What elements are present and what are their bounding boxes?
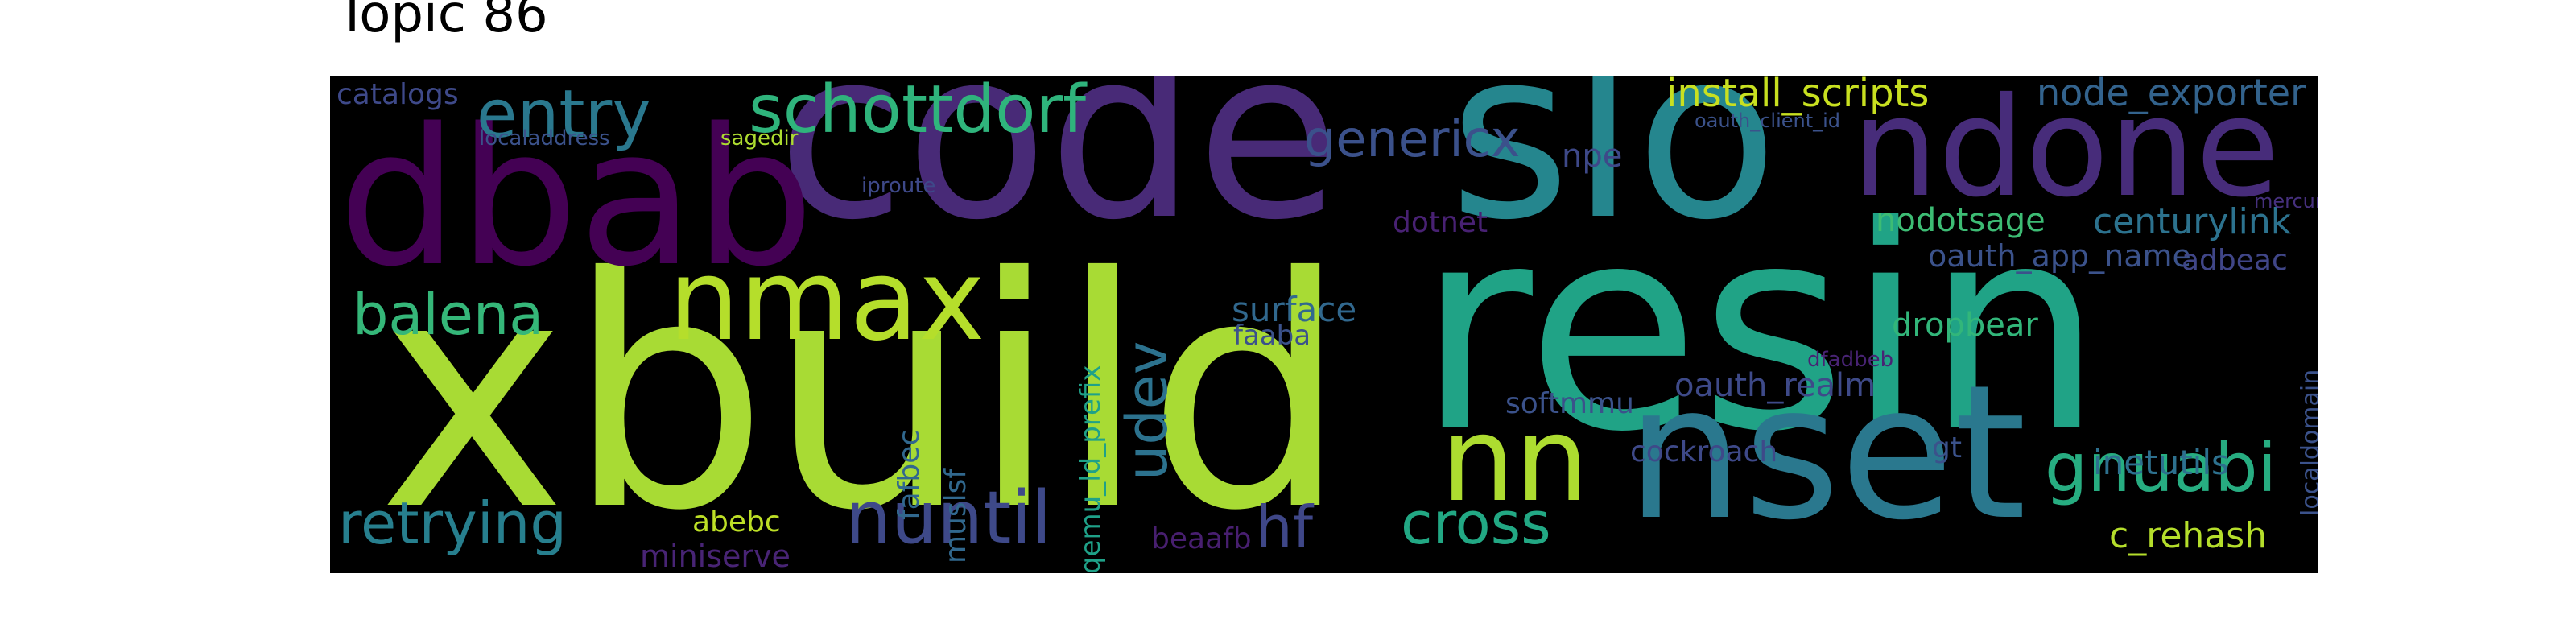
cloud-word: nuntil [845,476,1052,560]
cloud-word: ndone [1852,76,2280,228]
page-title: Topic 86 [336,0,548,44]
cloud-word: mercure [2254,190,2318,213]
cloud-word: gt [1932,431,1962,464]
cloud-word: softmmu [1505,387,1634,420]
cloud-word: entry [477,76,651,153]
cloud-word: c_rehash [2109,515,2268,556]
cloud-word: npe [1562,138,1623,175]
cloud-word: oauth_app_name [1928,238,2191,274]
cloud-word: node_exporter [2037,76,2306,114]
cloud-word: genericx [1304,109,1521,168]
cloud-word: faaba [1233,320,1311,352]
cloud-word: code [777,76,1340,271]
cloud-word: centurylink [2093,201,2292,242]
cloud-word: nodotsage [1876,202,2046,239]
cloud-word: dfadbeb [1807,348,1894,372]
cloud-word: catalogs [336,78,459,111]
cloud-word: hf [1256,493,1313,561]
cloud-word: schottdorf [749,76,1087,148]
cloud-word: nset [1626,346,2027,561]
cloud-word: cross [1401,489,1551,557]
word-cloud: xbuild resin code slo dbab nset ndone nmax nn nun… [330,76,2318,573]
cloud-word: iproute [861,174,936,198]
cloud-word: oauth_client_id [1695,109,1841,132]
cloud-word: localaddress [479,126,610,151]
cloud-word: oauth_realm [1674,367,1876,404]
cloud-word: inetutils [2093,443,2229,482]
cloud-word: resin [1417,165,2103,493]
cloud-word: cockroach [1630,436,1778,469]
cloud-word: fafbec [893,429,926,520]
cloud-word: sagedir [720,126,799,151]
cloud-word: balena [353,282,544,348]
cloud-word: miniserve [640,539,791,573]
cloud-word: muslsf [939,468,972,564]
cloud-word: dotnet [1393,206,1488,239]
cloud-word: udev [1114,341,1180,481]
cloud-word: xbuild [378,210,1349,573]
cloud-word: adbeac [2182,244,2288,277]
cloud-word: nn [1441,392,1589,528]
cloud-word: localdomain [2297,369,2318,516]
cloud-word: slo [1449,76,1779,271]
cloud-word: install_scripts [1666,76,1930,116]
cloud-word: abebc [692,506,781,539]
cloud-word: retrying [338,489,568,557]
cloud-word: surface [1232,290,1357,329]
cloud-word: dropbear [1892,307,2038,344]
cloud-word: qemu_ld_prefix [1075,365,1107,573]
cloud-word: nmax [668,235,985,366]
cloud-word: beaafb [1151,522,1252,555]
cloud-word: dbab [338,89,815,308]
cloud-word: gnuabi [2045,428,2277,507]
